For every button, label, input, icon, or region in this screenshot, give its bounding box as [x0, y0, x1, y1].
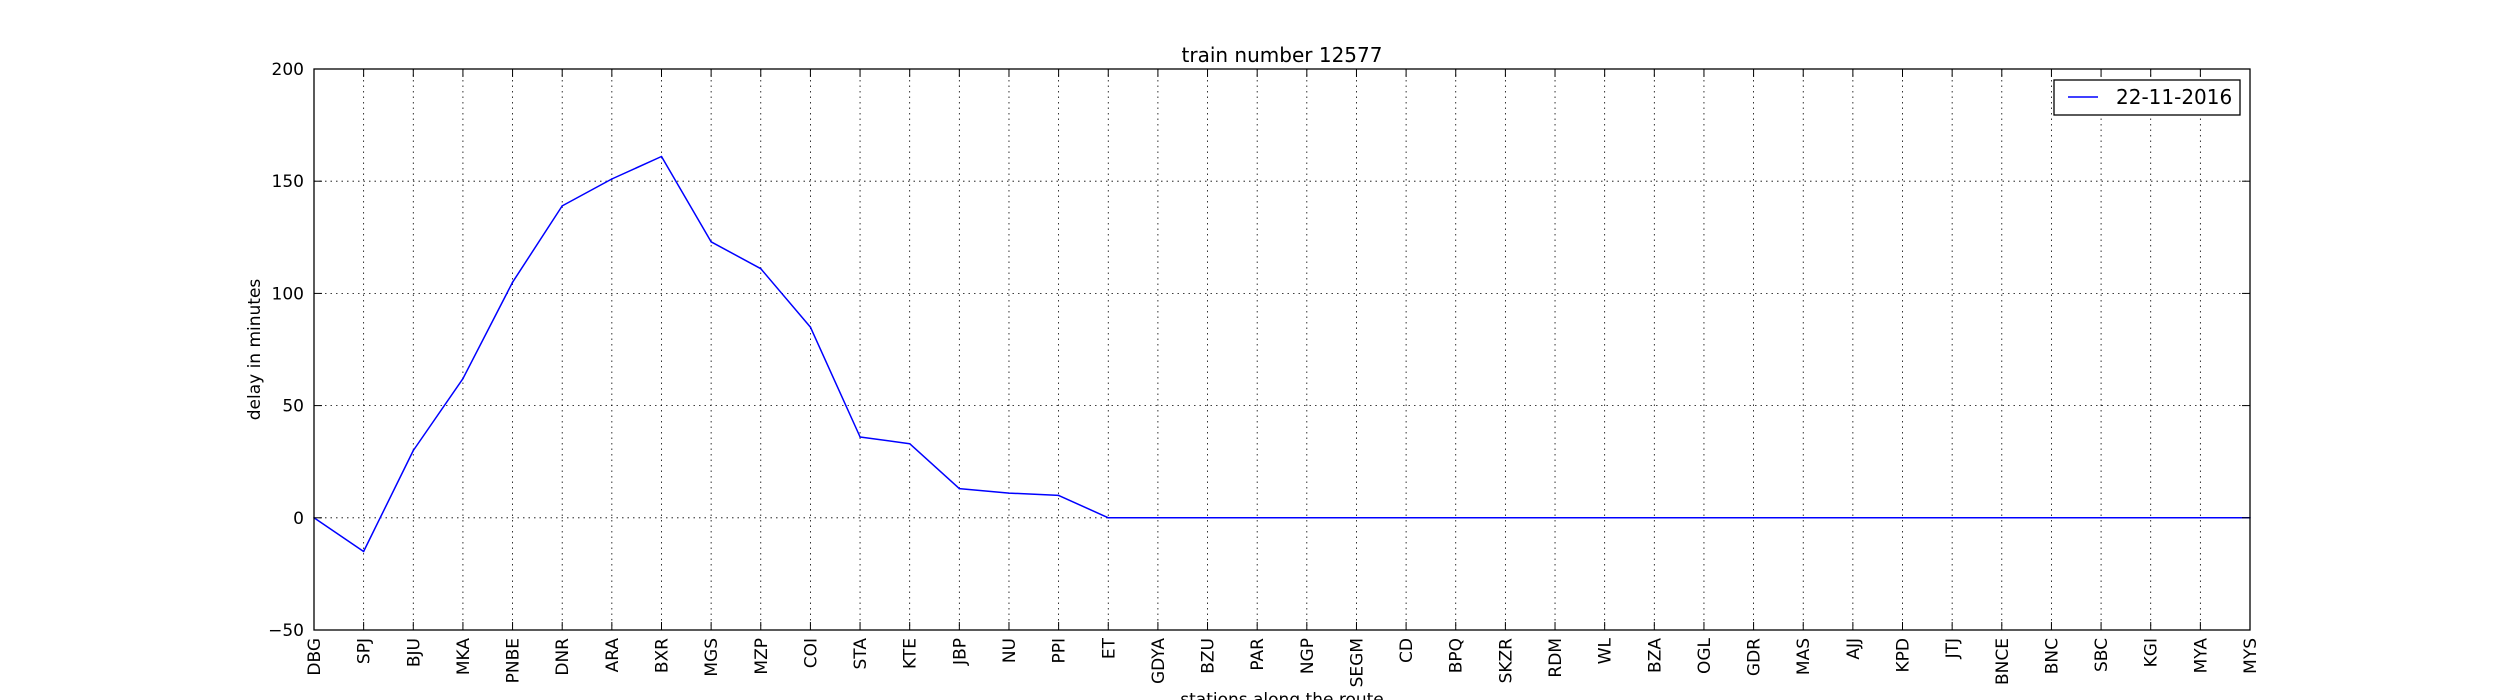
data-point: [1454, 517, 1457, 519]
x-tick-label: RDM: [1546, 638, 1566, 678]
x-tick-label: SKZR: [1496, 638, 1516, 684]
data-point: [710, 240, 712, 243]
data-point: [1703, 517, 1705, 519]
x-tick-label: AJJ: [1844, 638, 1864, 660]
plot-frame: [313, 68, 2251, 631]
x-tick-label: MYS: [2241, 638, 2261, 674]
data-point: [958, 487, 961, 490]
x-axis-title: stations along the route: [1180, 690, 1384, 700]
x-tick-label: OGL: [1695, 637, 1715, 674]
x-tick-label: MKA: [454, 638, 474, 676]
x-tick-label: GDR: [1745, 638, 1765, 676]
data-point: [1107, 517, 1110, 519]
data-point: [2000, 517, 2003, 519]
x-tick-label: BJU: [404, 638, 424, 667]
data-point: [2149, 517, 2152, 519]
ticks: −50 0 50 100 150 200 DBG SPJ BJU MKA PNBE DNR ARA BXR…: [268, 60, 2261, 687]
x-tick-label: KTE: [901, 638, 921, 669]
x-tick-label: ET: [1099, 637, 1119, 659]
x-tick-label: JBP: [950, 638, 970, 666]
x-tick-label: PAR: [1248, 638, 1268, 671]
data-point: [1504, 517, 1507, 519]
x-tick-label: MZP: [752, 638, 772, 675]
x-tick-label: KPD: [1894, 638, 1914, 673]
data-point: [2199, 517, 2202, 519]
data-point: [1306, 517, 1308, 519]
x-tick-label: SEGM: [1347, 638, 1367, 687]
x-tick-label: COI: [801, 638, 821, 668]
data-point: [1852, 517, 1854, 519]
data-point: [1653, 517, 1656, 519]
x-tick-label: WL: [1596, 637, 1616, 664]
series-line: [313, 155, 2250, 553]
x-tick-label: PPI: [1050, 638, 1070, 664]
data-layer: [313, 155, 2251, 553]
data-point: [362, 550, 365, 553]
data-point: [1554, 517, 1556, 519]
x-tick-label: NU: [1000, 638, 1020, 663]
x-tick-label: SBC: [2092, 638, 2112, 672]
x-tick-label: GDYA: [1149, 638, 1169, 684]
data-point: [1752, 517, 1755, 519]
x-tick-label: KGI: [2142, 638, 2162, 667]
data-point: [1206, 517, 1209, 519]
x-tick-label: BNC: [2042, 638, 2062, 674]
data-point: [1802, 517, 1805, 519]
data-point: [561, 205, 564, 207]
chart-title: train number 12577: [1182, 43, 1383, 67]
x-tick-label: BNCE: [1993, 638, 2013, 685]
x-tick-label: STA: [851, 638, 871, 670]
x-tick-label: ARA: [603, 638, 623, 673]
x-tick-label: DBG: [305, 638, 325, 676]
x-tick-label: BXR: [652, 638, 672, 673]
data-point: [1901, 517, 1904, 519]
x-tick-label: BZA: [1645, 638, 1665, 673]
data-point: [1603, 517, 1606, 519]
data-point: [1405, 517, 1407, 519]
legend: 22-11-2016: [2053, 79, 2241, 116]
x-tick-label: DNR: [553, 638, 573, 676]
data-point: [809, 326, 812, 328]
data-point: [759, 267, 762, 270]
x-tick-label: NGP: [1298, 638, 1318, 674]
data-point: [1157, 517, 1159, 519]
data-point: [660, 155, 663, 158]
y-tick-label: −50: [268, 621, 304, 641]
data-point: [511, 281, 514, 283]
legend-label: 22-11-2016: [2116, 85, 2232, 109]
x-tick-label: BPQ: [1447, 638, 1467, 673]
data-point: [412, 449, 415, 452]
data-point: [1008, 492, 1010, 494]
x-tick-label: SPJ: [355, 638, 375, 664]
grid: [314, 69, 2250, 630]
y-axis-title: delay in minutes: [245, 279, 265, 421]
x-tick-label: PNBE: [504, 638, 524, 683]
x-tick-label: JTJ: [1943, 638, 1963, 659]
data-point: [1951, 517, 1953, 519]
data-point: [859, 436, 861, 438]
y-tick-label: 200: [272, 60, 304, 80]
x-tick-label: MYA: [2191, 638, 2211, 674]
x-tick-label: BZU: [1199, 638, 1219, 674]
data-point: [1057, 494, 1060, 497]
data-point: [2100, 517, 2102, 519]
data-point: [2050, 517, 2053, 519]
x-tick-label: MGS: [702, 638, 722, 677]
x-tick-label: MAS: [1794, 638, 1814, 675]
y-tick-label: 100: [272, 284, 304, 304]
data-point: [908, 442, 911, 445]
data-point: [1256, 517, 1258, 519]
y-tick-label: 0: [293, 509, 304, 529]
data-point: [462, 377, 464, 380]
x-tick-label: CD: [1397, 638, 1417, 663]
data-point: [1355, 517, 1358, 519]
data-point: [611, 178, 613, 180]
y-tick-label: 50: [282, 397, 304, 417]
y-tick-label: 150: [272, 172, 304, 192]
